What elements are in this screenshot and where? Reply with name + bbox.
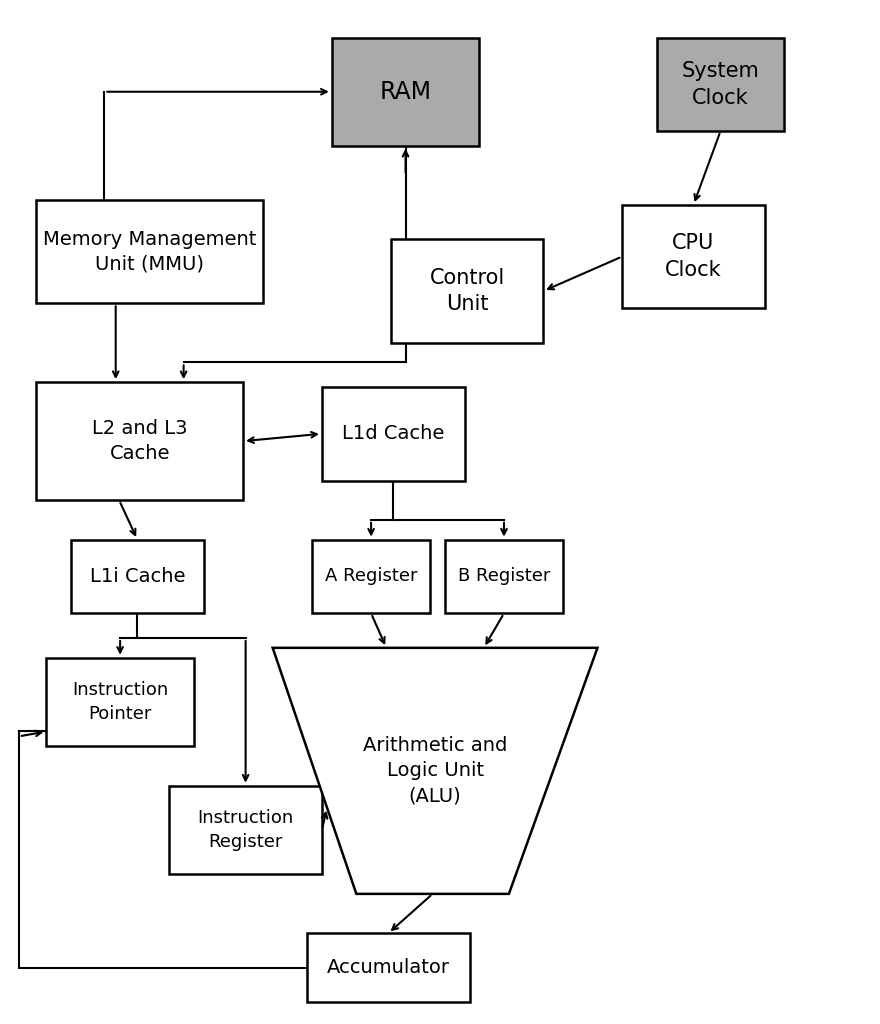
- Text: L1i Cache: L1i Cache: [90, 567, 185, 586]
- Bar: [36, 200, 263, 303]
- Bar: [36, 382, 243, 500]
- Bar: [656, 38, 784, 131]
- Text: B Register: B Register: [458, 567, 550, 586]
- Text: Instruction
Register: Instruction Register: [197, 809, 294, 851]
- Text: L2 and L3
Cache: L2 and L3 Cache: [92, 419, 187, 463]
- Bar: [391, 240, 543, 343]
- Bar: [71, 540, 204, 613]
- Bar: [332, 38, 480, 145]
- Text: Memory Management
Unit (MMU): Memory Management Unit (MMU): [43, 229, 256, 273]
- Text: Arithmetic and
Logic Unit
(ALU): Arithmetic and Logic Unit (ALU): [363, 736, 507, 805]
- Text: CPU
Clock: CPU Clock: [665, 233, 722, 280]
- Bar: [445, 540, 563, 613]
- Bar: [322, 387, 465, 480]
- Text: Instruction
Pointer: Instruction Pointer: [72, 681, 168, 723]
- Bar: [47, 657, 194, 746]
- Bar: [622, 205, 765, 308]
- Text: RAM: RAM: [379, 80, 431, 103]
- Bar: [312, 540, 430, 613]
- Text: L1d Cache: L1d Cache: [342, 424, 444, 443]
- Text: System
Clock: System Clock: [682, 61, 759, 108]
- Text: A Register: A Register: [325, 567, 417, 586]
- Polygon shape: [273, 648, 598, 894]
- Bar: [307, 933, 470, 1002]
- Text: Accumulator: Accumulator: [326, 958, 450, 977]
- Bar: [169, 785, 322, 874]
- Text: Control
Unit: Control Unit: [429, 268, 505, 314]
